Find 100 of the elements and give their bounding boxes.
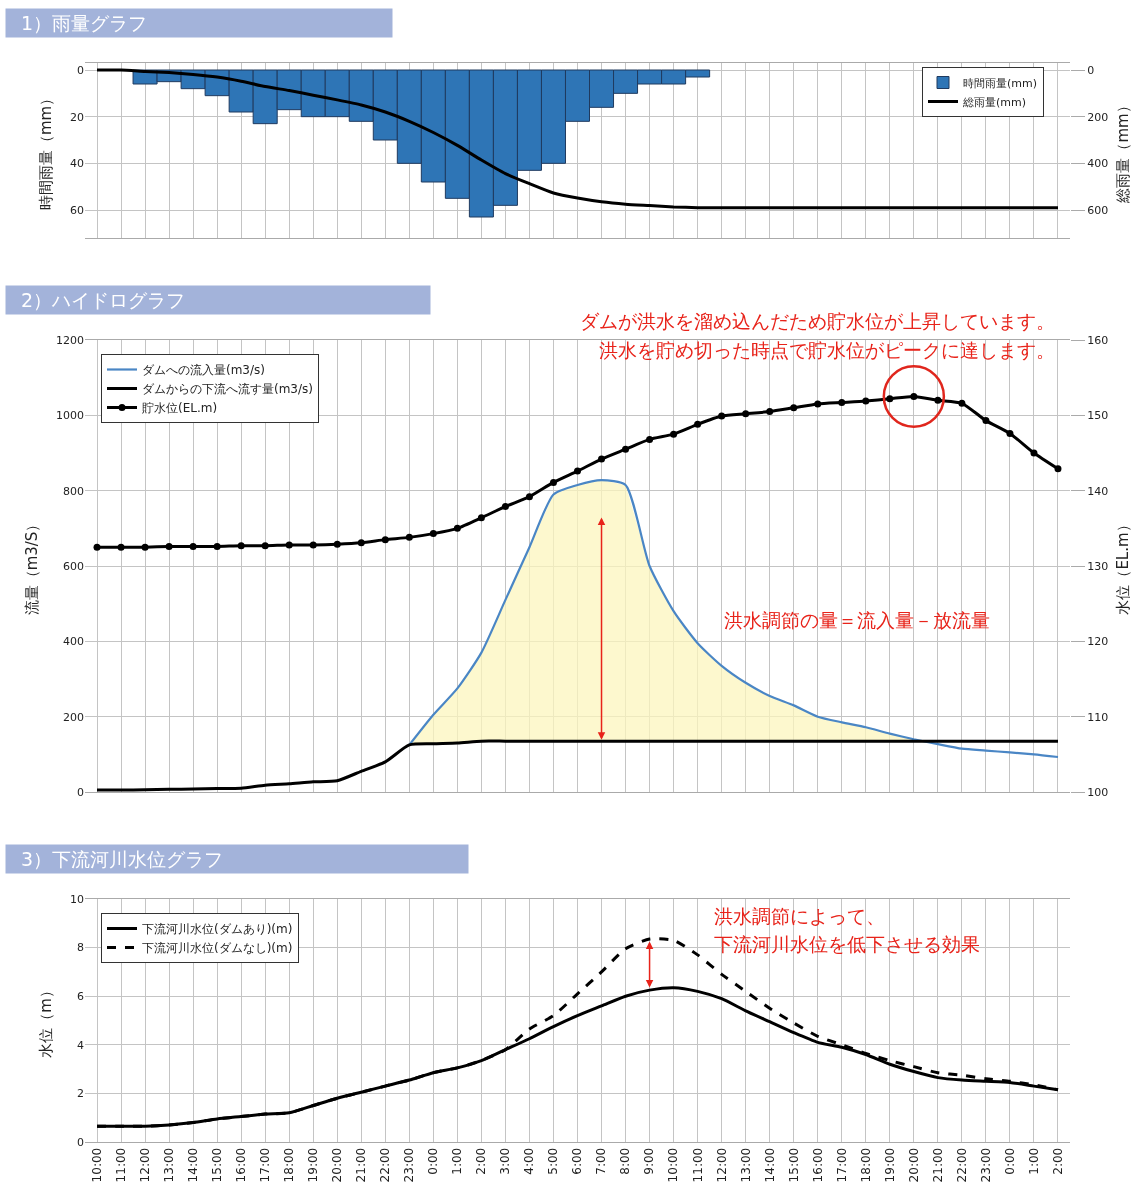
point [574,467,581,475]
point [646,435,654,443]
x-tick-label: 19:00 [882,1147,897,1183]
y-tick-label: 600 [63,559,84,573]
legend-label: ダムへの流入量(m3/s) [142,363,265,378]
x-tick-label: 20:00 [330,1147,345,1183]
point [261,542,269,550]
y2-axis-title: 総雨量（mm） [1114,98,1133,204]
point [718,412,726,420]
y-tick-label: 40 [70,157,84,171]
y2-tick-label: 0 [1087,63,1095,77]
point [1054,465,1062,473]
x-tick-label: 3:00 [498,1147,513,1175]
y2-tick-label: 120 [1087,635,1109,649]
point [357,539,365,547]
chart-title: 2）ハイドログラフ [9,289,427,311]
point [477,514,485,522]
legend-label: 総雨量(mm) [962,95,1027,109]
annotation: 洪水を貯め切った時点で貯水位がピークに達します。 [599,339,1055,361]
x-tick-label: 14:00 [762,1147,777,1183]
point [982,417,990,425]
point [165,542,173,550]
y-tick-label: 10 [70,892,84,906]
point [1006,429,1014,437]
point [910,393,918,400]
point [622,445,630,453]
line-series [95,68,1060,210]
x-tick-label: 14:00 [186,1147,201,1183]
x-tick-label: 12:00 [137,1147,152,1183]
x-tick-label: 15:00 [786,1147,801,1183]
annotation: 洪水調節によって、 [714,905,885,927]
legend-label: 時間雨量(mm) [963,76,1038,90]
chart-title: 3）下流河川水位グラフ [9,848,465,870]
x-tick-label: 20:00 [906,1147,921,1183]
point [766,408,774,416]
x-tick-label: 2:00 [1050,1147,1065,1175]
x-tick-label: 5:00 [546,1147,561,1175]
x-tick-label: 2:00 [474,1147,489,1175]
y2-tick-label: 600 [1087,203,1109,217]
y-axis-title: 時間雨量（mm） [37,90,56,211]
legend-label: ダムからの下流へ流す量(m3/s) [142,382,313,397]
x-tick-label: 1:00 [450,1147,465,1175]
y-axis-title: 水位（m） [37,983,56,1058]
y-tick-label: 1200 [56,333,84,347]
legend-label: 下流河川水位(ダムなし)(m) [142,941,293,956]
point [838,399,846,407]
point [670,430,678,438]
annotation: 洪水調節の量＝流入量－放流量 [724,609,990,631]
x-tick-label: 18:00 [858,1147,873,1183]
y2-tick-label: 130 [1087,559,1109,573]
x-tick-label: 13:00 [738,1147,753,1183]
x-tick-label: 22:00 [954,1147,969,1183]
x-tick-label: 19:00 [306,1147,321,1183]
point [309,541,317,549]
y2-axis-title: 水位（EL.m） [1114,517,1133,615]
legend-label: 貯水位(EL.m) [142,401,218,416]
y-tick-label: 8 [77,941,84,955]
point [237,542,245,550]
y-tick-label: 800 [63,484,84,498]
point [934,396,942,404]
y2-tick-label: 160 [1087,333,1109,347]
x-tick-label: 13:00 [161,1147,176,1183]
point [694,420,702,428]
y2-tick-label: 140 [1087,484,1109,498]
x-tick-label: 11:00 [690,1147,705,1183]
point [213,542,221,550]
x-tick-label: 1:00 [1026,1147,1041,1175]
x-tick-label: 7:00 [594,1147,609,1175]
point [333,540,341,548]
x-tick-label: 4:00 [522,1147,537,1175]
point [453,524,461,532]
chart-title: 1）雨量グラフ [9,12,389,34]
y2-tick-label: 400 [1087,157,1109,171]
x-tick-label: 21:00 [930,1147,945,1183]
point [886,395,894,403]
x-tick-label: 18:00 [282,1147,297,1183]
text: ダムが洪水を溜め込んだため貯水位が上昇しています。 [580,310,1055,332]
annotation: 下流河川水位を低下させる効果 [714,933,980,955]
y-tick-label: 0 [77,63,84,77]
point [742,410,750,418]
point [189,542,197,550]
point [501,502,509,510]
point [429,530,437,538]
point [141,543,149,551]
point [958,399,966,407]
point [790,404,798,412]
point [862,397,870,405]
point [598,455,606,463]
y-tick-label: 0 [77,1135,84,1149]
x-tick-label: 11:00 [113,1147,128,1183]
x-tick-label: 21:00 [354,1147,369,1183]
x-tick-label: 6:00 [570,1147,585,1175]
y-tick-label: 20 [70,110,84,124]
legend-label: 下流河川水位(ダムあり)(m) [142,922,293,937]
y-tick-label: 1000 [56,409,84,423]
y-tick-label: 200 [63,710,84,724]
x-tick-label: 16:00 [810,1147,825,1183]
x-tick-label: 23:00 [978,1147,993,1183]
x-tick-label: 17:00 [258,1147,273,1183]
x-tick-label: 12:00 [714,1147,729,1183]
